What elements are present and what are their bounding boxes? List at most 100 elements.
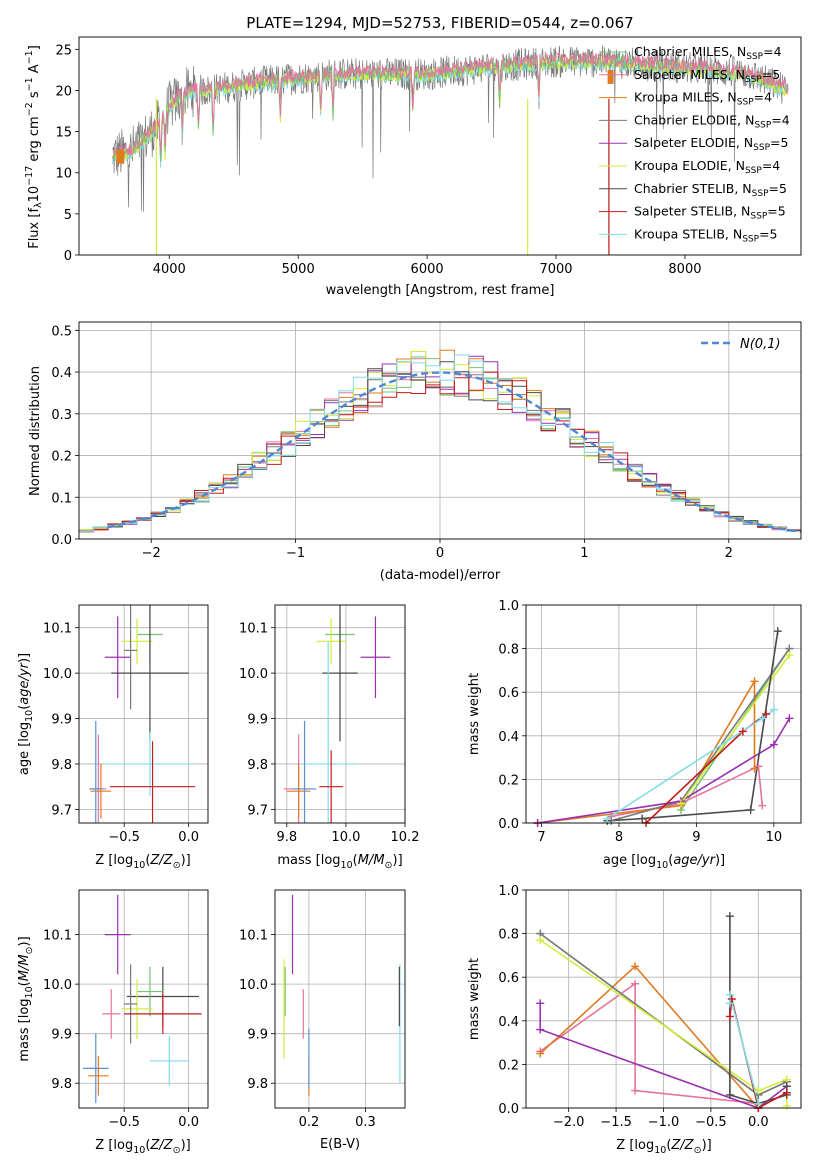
x-tick-label: 0 (436, 546, 444, 561)
spectrum-mask-blob (116, 149, 125, 164)
legend-label-sub: SSP (750, 212, 767, 222)
spectrum-model-line (112, 51, 789, 160)
legend-label-sub: SSP (745, 75, 762, 85)
weight-point-marker (785, 651, 794, 660)
x-axis-label-part: )] (702, 1138, 712, 1153)
y-tick-label: 0.8 (498, 643, 519, 658)
x-tick-label: 0.0 (178, 1115, 199, 1130)
x-axis-label: wavelength [Angstrom, rest frame] (326, 283, 555, 298)
x-tick-label: 6000 (411, 262, 444, 277)
y-axis-label: mass [log10(M/M⊙)] (17, 936, 35, 1061)
y-axis-label-part: ( (17, 705, 32, 710)
x-tick-label: −0.5 (695, 1115, 727, 1130)
x-tick-label: 8000 (668, 262, 701, 277)
legend-label: Salpeter STELIB, NSSP=5 (634, 204, 786, 222)
y-axis-label-part: M/M (17, 954, 32, 981)
weight-point-marker (727, 995, 736, 1003)
x-axis-label-part: 10 (656, 860, 668, 871)
weight-point-marker (725, 990, 734, 999)
legend-label: Kroupa ELODIE, NSSP=4 (634, 158, 780, 176)
y-axis-label-part: 10 (24, 710, 35, 722)
x-tick-label: −1.5 (600, 1115, 632, 1130)
y-axis-label-part: mass [log (17, 998, 32, 1061)
histogram-step (79, 354, 801, 532)
legend-label-suffix: =5 (759, 226, 777, 241)
y-tick-label: 0.8 (498, 928, 519, 943)
plot-area (537, 631, 791, 823)
y-axis-label-part: ( (17, 981, 32, 986)
y-axis-label-part: 10 (27, 186, 42, 203)
plot-area (89, 605, 196, 823)
x-axis-label-part: Z [log (616, 1138, 654, 1153)
weight-point-marker (754, 1099, 763, 1108)
weight-point-marker (631, 1086, 640, 1095)
y-tick-label: 15 (55, 126, 72, 141)
y-axis-label-part: A (27, 64, 42, 77)
x-axis-label-part: ⊙ (385, 860, 393, 871)
x-tick-label: −1 (286, 546, 305, 561)
legend-label-sub: SSP (746, 52, 763, 62)
y-axis-label-part: )] (17, 653, 32, 663)
y-axis-label: age [log10(age/yr)] (17, 653, 35, 775)
legend-label-suffix: =4 (771, 112, 789, 127)
weight-point-marker (754, 1086, 763, 1095)
legend-label-prefix: Chabrier STELIB, N (634, 181, 752, 196)
x-tick-label: 0.2 (299, 1115, 320, 1130)
x-axis-label-part: 10 (341, 860, 353, 871)
y-tick-label: 9.8 (247, 1077, 268, 1092)
legend-label-prefix: Chabrier ELODIE, N (634, 112, 754, 127)
x-tick-label: 10.2 (391, 830, 420, 845)
y-tick-label: 0.0 (498, 817, 519, 832)
x-axis-label: mass [log10(M/M⊙)] (277, 853, 402, 871)
y-tick-label: 0.4 (498, 730, 519, 745)
legend-label-sub: SSP (745, 166, 762, 176)
legend-label-sub: SSP (753, 143, 770, 153)
x-axis-label-part: ( (668, 853, 673, 868)
weight-point-marker (725, 999, 734, 1008)
weight-point-marker (725, 1090, 734, 1099)
weight-point-marker (782, 1101, 791, 1110)
plot-area (82, 894, 202, 1104)
legend-label-prefix: Salpeter MILES, N (634, 67, 745, 82)
y-tick-label: 0.0 (498, 1102, 519, 1117)
weight-point-marker (769, 705, 778, 714)
weight-point-marker (676, 799, 685, 808)
weight-series-line (729, 994, 760, 1104)
x-tick-label: 10 (766, 830, 783, 845)
x-tick-label: 9.8 (276, 830, 297, 845)
x-axis-label-part: Z [log (95, 853, 133, 868)
weight-point-marker (536, 936, 545, 945)
histogram-step (79, 371, 801, 532)
y-tick-label: 10.0 (239, 978, 268, 993)
x-tick-label: −0.5 (108, 1115, 140, 1130)
normal-legend-label: N(0,1) (740, 337, 781, 352)
x-axis-label-part: 10 (133, 1145, 145, 1156)
weight-point-marker (750, 677, 759, 686)
x-axis-label-part: M/M (358, 853, 385, 868)
axes-frame (78, 36, 802, 256)
x-tick-label: 7 (537, 830, 545, 845)
weight-point-marker (750, 764, 759, 773)
y-axis-label: Flux [fλ10−17 erg cm−2 s−1 A−1] (24, 45, 44, 249)
x-axis-label-part: ⊙ (694, 1145, 702, 1156)
weight-series-line (539, 1003, 788, 1108)
x-tick-label: −2.0 (553, 1115, 585, 1130)
weight-series-line (537, 717, 791, 823)
axes-frame (274, 604, 406, 824)
legend-label: Kroupa STELIB, NSSP=5 (634, 226, 778, 244)
x-axis-label-part: )] (715, 853, 725, 868)
y-tick-label: 0.6 (498, 971, 519, 986)
y-tick-label: 0.2 (51, 450, 72, 465)
y-tick-label: 0.0 (51, 533, 72, 548)
y-axis-label-part: age/yr (17, 661, 32, 704)
x-axis-label-part: ( (353, 853, 358, 868)
legend-label-sub: SSP (742, 234, 759, 244)
normal-curve (107, 371, 801, 533)
y-axis-label-part: age [log (17, 722, 32, 775)
y-axis-label-part: −1 (24, 50, 35, 64)
y-tick-label: 10.0 (239, 667, 268, 682)
y-tick-label: 9.8 (51, 758, 72, 773)
x-axis-label-part: 10 (133, 860, 145, 871)
